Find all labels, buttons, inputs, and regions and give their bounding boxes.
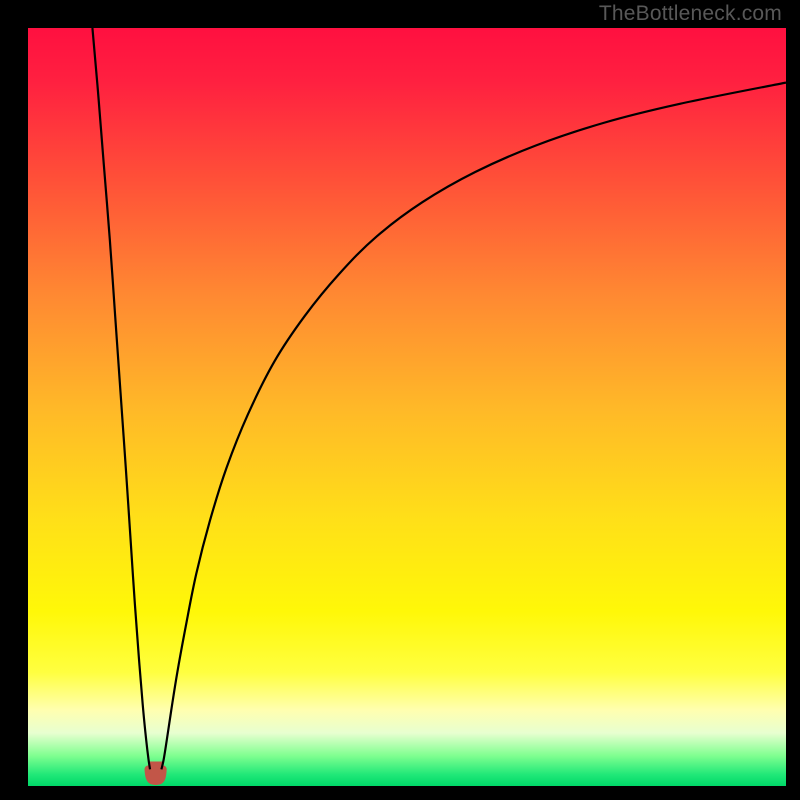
watermark-text: TheBottleneck.com (599, 2, 782, 26)
chart-plot-area (28, 28, 786, 786)
chart-svg (28, 28, 786, 786)
chart-background (28, 28, 786, 786)
